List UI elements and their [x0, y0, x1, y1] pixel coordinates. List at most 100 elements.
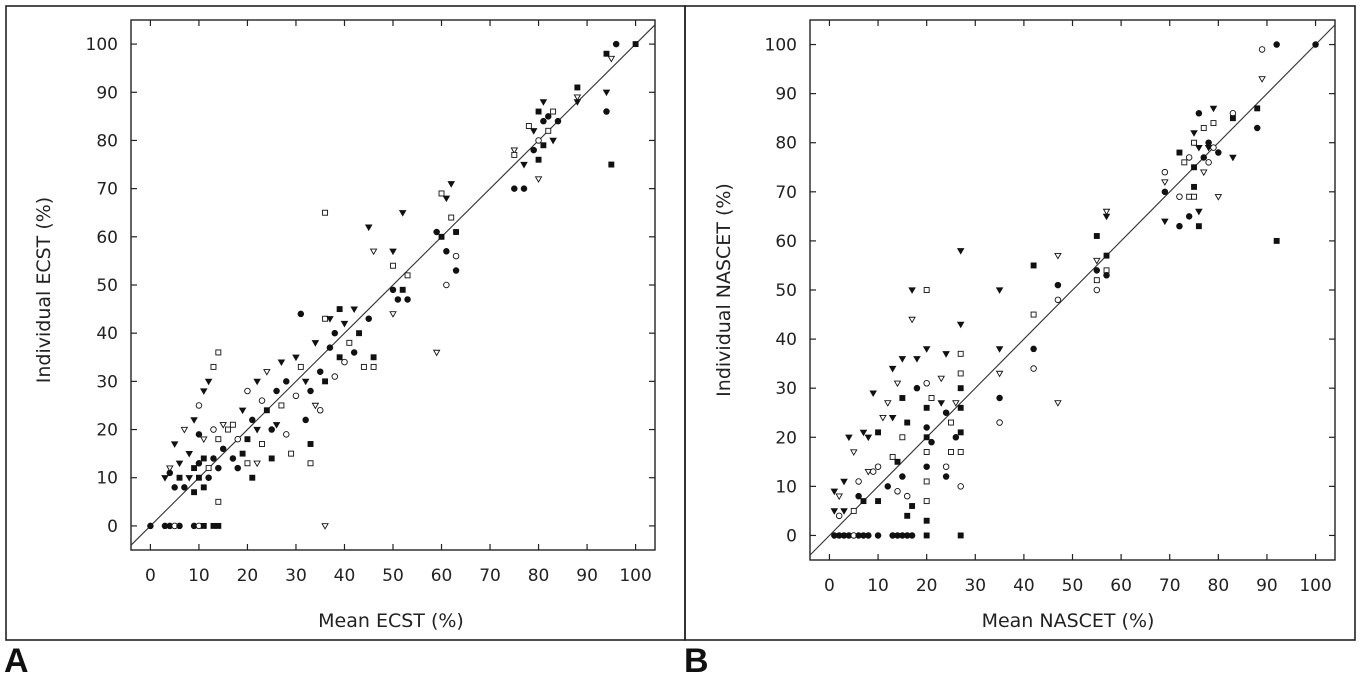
data-point-filled-square	[191, 489, 198, 496]
data-point-filled-square	[1191, 183, 1197, 190]
data-point-filled-triangle-down	[520, 161, 528, 169]
data-point-filled-square	[540, 142, 547, 149]
data-point-filled-triangle-down	[1229, 154, 1237, 162]
panel-b: 0 10 20 30 40 50 60 70 80 90 100 0 10 20 30 40 50 60 70 80 9…	[684, 5, 1356, 675]
data-point-filled-triangle-down	[845, 434, 853, 442]
data-point-open-triangle-down	[166, 465, 174, 472]
data-point-filled-circle	[612, 40, 620, 48]
data-point-open-square	[948, 449, 954, 455]
panel-a: 0 10 20 30 40 50 60 70 80 90 100 0 10 20 30 40 50 60 70 80 9…	[4, 5, 686, 675]
data-point-filled-square	[608, 161, 615, 168]
y-tick-label-b: 10	[775, 477, 797, 497]
data-point-open-triangle-down	[263, 369, 271, 376]
data-point-open-circle	[874, 463, 882, 470]
data-point-filled-circle	[1103, 272, 1110, 279]
data-point-open-square	[923, 498, 930, 505]
data-point-filled-square	[322, 378, 329, 385]
data-point-filled-square	[195, 474, 202, 481]
data-point-filled-triangle-down	[942, 351, 950, 358]
data-point-open-square	[1191, 193, 1197, 200]
data-point-open-square	[923, 478, 930, 485]
y-tick-label-a: 30	[96, 372, 118, 392]
data-point-filled-square	[957, 385, 964, 392]
data-point-filled-circle	[511, 185, 518, 192]
data-point-filled-circle	[1054, 281, 1062, 289]
data-point-filled-square	[923, 532, 930, 539]
data-point-filled-circle	[923, 424, 930, 431]
data-point-open-triangle-down	[321, 523, 329, 530]
data-point-filled-circle	[603, 108, 610, 115]
data-point-filled-triangle-down	[549, 137, 557, 145]
data-point-open-circle	[452, 252, 460, 260]
data-point-open-circle	[835, 512, 843, 520]
data-point-open-circle	[894, 488, 901, 495]
data-point-filled-square	[535, 156, 542, 163]
data-point-filled-circle	[554, 117, 562, 125]
data-point-filled-triangle-down	[1195, 144, 1203, 152]
data-point-open-square	[1181, 159, 1188, 166]
data-point-open-square	[511, 151, 518, 158]
data-point-open-square	[1030, 311, 1037, 318]
data-point-filled-square	[215, 522, 222, 529]
data-point-open-circle	[443, 281, 450, 289]
data-point-filled-circle	[1185, 213, 1193, 220]
data-point-open-square	[1186, 193, 1193, 200]
data-point-open-triangle-down	[995, 370, 1004, 378]
identity-line-a	[130, 24, 656, 546]
data-point-open-square	[215, 349, 222, 356]
x-tick-label-b: 50	[1062, 576, 1084, 596]
data-point-filled-circle	[874, 532, 882, 539]
data-point-open-square	[322, 315, 329, 322]
x-tick-label-b: 10	[867, 576, 889, 596]
data-point-open-square	[923, 287, 930, 293]
data-point-filled-square	[923, 434, 930, 441]
y-axis-title-a: Individual ECST (%)	[33, 197, 55, 383]
data-point-filled-square	[356, 330, 362, 337]
data-point-open-square	[370, 363, 377, 370]
data-point-open-triangle-down	[883, 400, 892, 407]
y-tick-label-a: 40	[96, 324, 118, 344]
data-point-filled-square	[894, 458, 901, 465]
data-point-filled-circle	[195, 431, 203, 438]
x-tick-label-a: 40	[334, 566, 356, 586]
y-tick-label-b: 90	[775, 85, 797, 105]
data-point-open-circle	[1258, 46, 1266, 53]
data-point-filled-square	[1273, 237, 1280, 244]
data-point-open-circle	[292, 392, 300, 400]
data-point-open-triangle-down	[199, 436, 208, 444]
data-point-filled-circle	[331, 329, 339, 337]
data-point-filled-triangle-down	[272, 422, 281, 429]
panel-letter-a: A	[4, 642, 29, 675]
data-point-filled-triangle-down	[898, 356, 907, 363]
data-point-filled-triangle-down	[389, 248, 397, 256]
data-point-open-square	[244, 460, 251, 467]
x-axis-title-b: Mean NASCET (%)	[982, 610, 1155, 632]
data-point-open-square	[360, 363, 367, 370]
data-point-filled-circle	[365, 315, 372, 322]
data-point-filled-circle	[1176, 222, 1183, 230]
data-point-filled-circle	[855, 492, 862, 500]
x-tick-label-b: 100	[1299, 576, 1331, 596]
x-tick-label-b: 90	[1256, 576, 1278, 596]
data-point-filled-square	[176, 474, 183, 481]
data-point-open-square	[438, 190, 445, 197]
x-tick-label-b: 80	[1208, 576, 1230, 596]
data-point-open-triangle-down	[219, 422, 227, 429]
data-point-open-triangle-down	[311, 402, 320, 410]
scatter-plot-b: 0 10 20 30 40 50 60 70 80 90 100 0 10 20 30 40 50 60 70 80 9…	[765, 19, 1336, 596]
y-tick-label-a: 60	[96, 228, 118, 248]
x-tick-label-b: 70	[1159, 576, 1181, 596]
data-point-filled-circle	[249, 416, 256, 424]
data-point-filled-triangle-down	[190, 417, 198, 424]
data-point-open-square	[550, 108, 557, 115]
y-tick-label-b: 20	[775, 428, 797, 448]
data-point-open-triangle-down	[1093, 257, 1101, 265]
data-point-filled-triangle-down	[869, 390, 877, 397]
data-point-filled-circle	[176, 522, 183, 530]
data-point-open-square	[1191, 139, 1197, 146]
y-axis-title-b: Individual NASCET (%)	[713, 183, 735, 397]
data-point-filled-square	[336, 354, 343, 361]
data-point-open-square	[215, 498, 222, 505]
data-point-open-square	[288, 450, 295, 457]
data-point-filled-circle	[1030, 345, 1037, 353]
